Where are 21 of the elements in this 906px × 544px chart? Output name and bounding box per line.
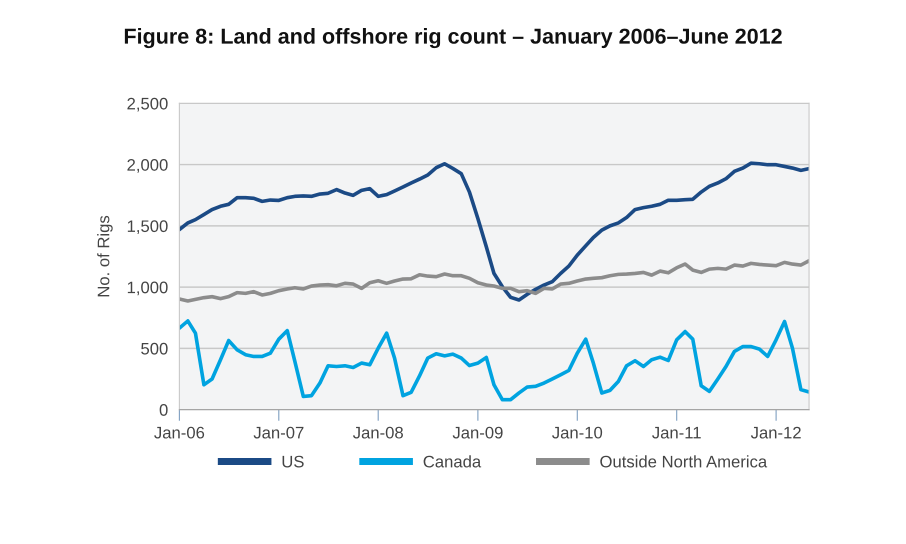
y-tick-label: 2,000 [127,159,168,173]
line-series [179,319,810,402]
y-tick-label: 1,500 [128,220,168,234]
x-tick-label: Jan-07 [254,426,304,439]
x-tick-label: Jan-06 [154,426,204,439]
legend-label: Canada [424,455,482,468]
x-tick-label: Jan-11 [652,426,701,439]
y-tick-label: 0 [160,404,168,416]
x-tick-label: Jan-08 [352,426,403,439]
line-series [179,258,810,303]
x-tick-label: Jan-12 [750,426,801,439]
y-tick-label: 500 [141,342,168,355]
legend-label: US [282,456,304,468]
y-axis-title: No. of Rigs [97,216,113,296]
chart-title: Figure 8: Land and offshore rig count – January 2006–June 2012 [124,28,782,48]
line-series [179,161,810,302]
y-tick-label: 1,000 [128,282,168,296]
y-tick-label: 2,500 [127,98,168,112]
legend-label: Outside North America [600,455,768,468]
x-tick-label: Jan-09 [452,426,503,439]
x-tick-label: Jan-10 [552,426,602,439]
